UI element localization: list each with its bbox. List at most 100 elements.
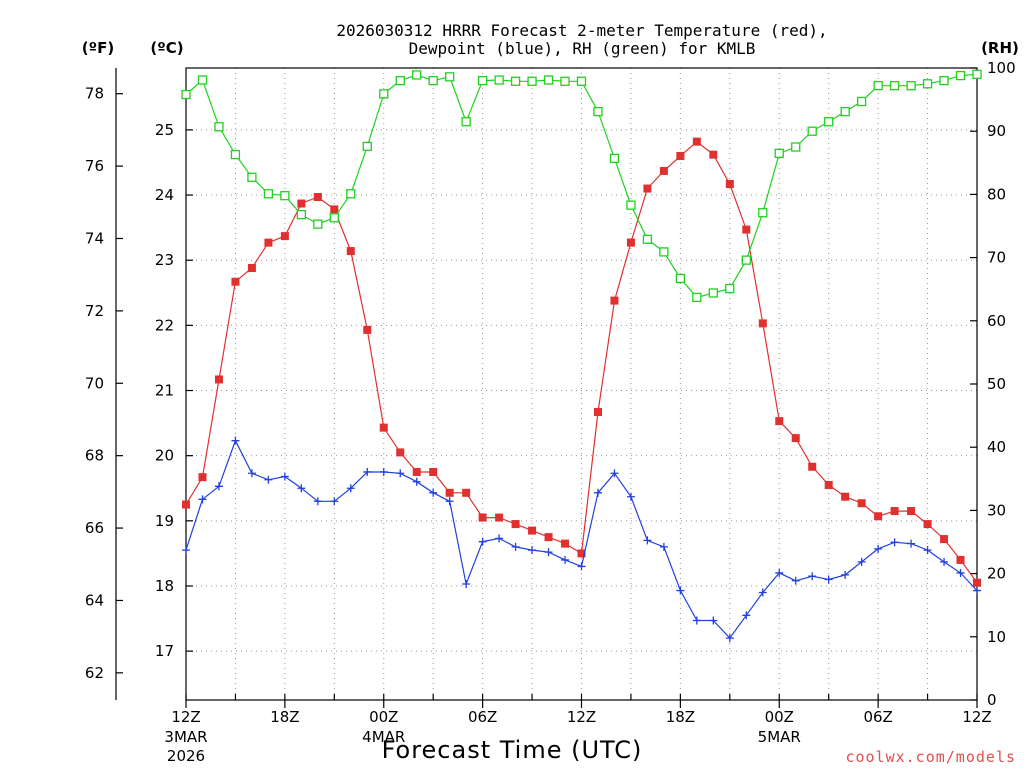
temperature-point (478, 513, 487, 522)
rh-point (708, 288, 718, 298)
temperature-point (890, 507, 899, 516)
temperature-point (412, 467, 421, 476)
dewpoint-point (874, 544, 883, 553)
dewpoint-point (692, 616, 701, 625)
dewpoint-point (346, 484, 355, 493)
dewpoint-point (495, 534, 504, 543)
fahrenheit-tick-label: 68 (85, 447, 104, 465)
rh-tick-label: 100 (987, 59, 1016, 77)
dewpoint-point (363, 467, 372, 476)
dewpoint-point (643, 536, 652, 545)
temperature-line (185, 140, 978, 584)
rh-point (659, 247, 669, 257)
dewpoint-point (214, 482, 223, 491)
dewpoint-point (280, 472, 289, 481)
dewpoint-point (379, 467, 388, 476)
rh-tick-label: 0 (987, 691, 997, 709)
fahrenheit-tick-label: 62 (85, 664, 104, 682)
celsius-tick-label: 17 (155, 642, 174, 660)
rh-point (280, 191, 290, 201)
rh-point (477, 75, 488, 86)
temperature-point (791, 434, 800, 443)
rh-tick-label: 80 (987, 185, 1006, 203)
rh-point (725, 283, 735, 294)
temperature-point (198, 473, 207, 482)
x-date-label: 3MAR (164, 728, 207, 746)
dewpoint-point (231, 436, 240, 445)
celsius-tick-label: 23 (155, 251, 174, 269)
rh-point (955, 70, 966, 81)
dewpoint-point (758, 588, 767, 597)
celsius-tick-label: 24 (155, 186, 174, 204)
dewpoint-point (511, 542, 520, 551)
temperature-point (610, 296, 619, 305)
rh-point (626, 200, 636, 210)
temperature-point (940, 535, 949, 544)
temperature-point (330, 205, 339, 214)
temperature-point (841, 492, 850, 501)
temperature-point (808, 462, 817, 471)
temperature-point (758, 319, 767, 328)
fahrenheit-tick-label: 70 (85, 374, 104, 392)
rh-point (576, 76, 587, 86)
temperature-point (462, 488, 471, 497)
dewpoint-point (659, 542, 668, 551)
rh-point (741, 255, 751, 265)
dewpoint-point (907, 539, 916, 548)
celsius-tick-label: 18 (155, 577, 174, 595)
rh-point (181, 89, 191, 100)
temperature-point (445, 488, 454, 497)
source-credit: coolwx.com/models (845, 748, 1016, 766)
celsius-tick-label: 20 (155, 447, 174, 465)
rh-point (543, 75, 554, 85)
fahrenheit-tick-label: 78 (85, 85, 104, 103)
temperature-point (231, 277, 240, 286)
temperature-point (857, 499, 866, 508)
temperature-point (659, 166, 668, 175)
temperature-point (264, 238, 273, 247)
temperature-point (363, 325, 372, 334)
rh-point (873, 81, 883, 91)
temperature-point (824, 480, 833, 489)
rh-tick-label: 60 (987, 312, 1006, 330)
temperature-point (973, 578, 981, 587)
dewpoint-point (709, 616, 718, 625)
dewpoint-point (923, 546, 932, 555)
rh-point (197, 75, 208, 85)
rh-tick-label: 40 (987, 438, 1006, 456)
temperature-point (429, 467, 438, 476)
rh-point (922, 79, 933, 89)
fahrenheit-tick-label: 76 (85, 157, 104, 175)
rh-point (807, 126, 817, 136)
temperature-point (676, 151, 685, 160)
temperature-point (956, 555, 965, 564)
x-tick-label: 12Z (567, 708, 596, 726)
rh-point (906, 81, 916, 91)
rh-tick-label: 10 (987, 628, 1006, 646)
rh-point (609, 153, 620, 164)
series-layer (181, 69, 982, 643)
dewpoint-point (824, 575, 833, 584)
rh-point (675, 273, 686, 284)
grid-lines (186, 68, 977, 700)
fahrenheit-tick-label: 72 (85, 302, 104, 320)
dewpoint-point (577, 562, 586, 571)
rh-point (412, 70, 422, 80)
rh-tick-label: 20 (987, 565, 1006, 583)
dewpoint-point (429, 488, 438, 497)
rh-point (774, 148, 784, 158)
rh-point (972, 69, 982, 79)
rh-unit-label: (RH) (981, 39, 1019, 57)
rh-point (395, 75, 405, 86)
rh-point (362, 141, 372, 152)
temperature-point (396, 448, 405, 457)
rh-point (593, 106, 603, 117)
temperature-point (182, 500, 190, 509)
x-tick-label: 12Z (962, 708, 991, 726)
dewpoint-point (725, 634, 734, 643)
x-axis-title: Forecast Time (UTC) (382, 736, 643, 764)
x-tick-label: 18Z (270, 708, 299, 726)
temperature-point (593, 408, 602, 417)
rh-point (428, 75, 438, 86)
